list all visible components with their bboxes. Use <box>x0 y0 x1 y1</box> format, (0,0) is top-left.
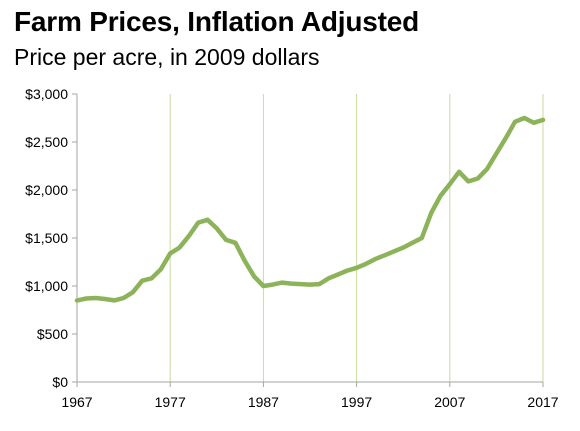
y-tick-label: $500 <box>37 326 68 342</box>
data-point-1969 <box>94 297 97 300</box>
y-tick-label: $1,000 <box>25 278 68 294</box>
data-point-1995 <box>337 273 340 276</box>
data-point-1974 <box>141 279 144 282</box>
data-point-2014 <box>514 120 517 123</box>
data-point-1997 <box>355 266 358 269</box>
data-point-2009 <box>467 180 470 183</box>
x-tick-labels: 1967 1977 1987 1997 2007 2017 <box>61 394 558 410</box>
x-tick-label: 1987 <box>248 394 279 410</box>
data-point-2013 <box>504 137 507 140</box>
grid-layer <box>169 94 544 382</box>
x-tick-label: 2017 <box>527 394 558 410</box>
data-point-1971 <box>113 299 116 302</box>
x-tick-label: 1967 <box>61 394 92 410</box>
y-tick-label: $2,000 <box>25 182 68 198</box>
data-point-1998 <box>364 262 367 265</box>
data-point-1980 <box>197 221 200 224</box>
data-point-1970 <box>104 298 107 301</box>
x-tick-label: 1997 <box>341 394 372 410</box>
data-point-1985 <box>243 260 246 263</box>
data-point-1994 <box>327 277 330 280</box>
data-point-1975 <box>150 277 153 280</box>
data-point-1999 <box>374 258 377 261</box>
series-line-0 <box>74 115 546 303</box>
data-point-1967 <box>76 299 79 302</box>
data-point-2000 <box>383 254 386 257</box>
data-point-1983 <box>225 238 228 241</box>
data-point-2010 <box>476 177 479 180</box>
y-tick-label: $2,500 <box>25 134 68 150</box>
chart-subtitle: Price per acre, in 2009 dollars <box>14 44 320 70</box>
data-point-1990 <box>290 282 293 285</box>
y-tick-labels: $0 $500 $1,000 $1,500 $2,000 $2,500 $3,000 <box>25 86 68 390</box>
data-point-1991 <box>299 283 302 286</box>
data-point-1992 <box>309 283 312 286</box>
data-point-1986 <box>253 275 256 278</box>
data-point-1996 <box>346 269 349 272</box>
chart-title: Farm Prices, Inflation Adjusted <box>14 6 420 37</box>
data-point-2007 <box>448 183 451 186</box>
y-tick-label: $3,000 <box>25 86 68 102</box>
data-point-1976 <box>159 268 162 271</box>
y-tick-label: $1,500 <box>25 230 68 246</box>
y-tick-label: $0 <box>52 374 68 390</box>
data-point-2003 <box>411 241 414 244</box>
data-point-2015 <box>523 117 526 120</box>
data-point-1993 <box>318 283 321 286</box>
data-point-2006 <box>439 194 442 197</box>
data-point-2008 <box>458 170 461 173</box>
data-point-2002 <box>402 246 405 249</box>
data-point-1987 <box>262 285 265 288</box>
data-point-2016 <box>532 121 535 124</box>
data-point-2012 <box>495 152 498 155</box>
data-point-1984 <box>234 241 237 244</box>
data-point-1988 <box>271 283 274 286</box>
data-point-1979 <box>187 235 190 238</box>
data-point-1968 <box>85 297 88 300</box>
data-point-1978 <box>178 246 181 249</box>
data-point-1989 <box>281 281 284 284</box>
axis-layer <box>72 93 544 387</box>
data-point-2005 <box>430 212 433 215</box>
data-point-1982 <box>215 227 218 230</box>
data-point-1973 <box>131 291 134 294</box>
data-point-2004 <box>420 237 423 240</box>
data-point-2001 <box>392 250 395 253</box>
data-point-1977 <box>169 252 172 255</box>
x-tick-label: 2007 <box>434 394 465 410</box>
data-point-2011 <box>486 167 489 170</box>
data-point-2017 <box>542 118 545 121</box>
x-tick-label: 1977 <box>155 394 186 410</box>
data-point-1981 <box>206 218 209 221</box>
series-layer <box>74 115 546 303</box>
data-point-1972 <box>122 297 125 300</box>
